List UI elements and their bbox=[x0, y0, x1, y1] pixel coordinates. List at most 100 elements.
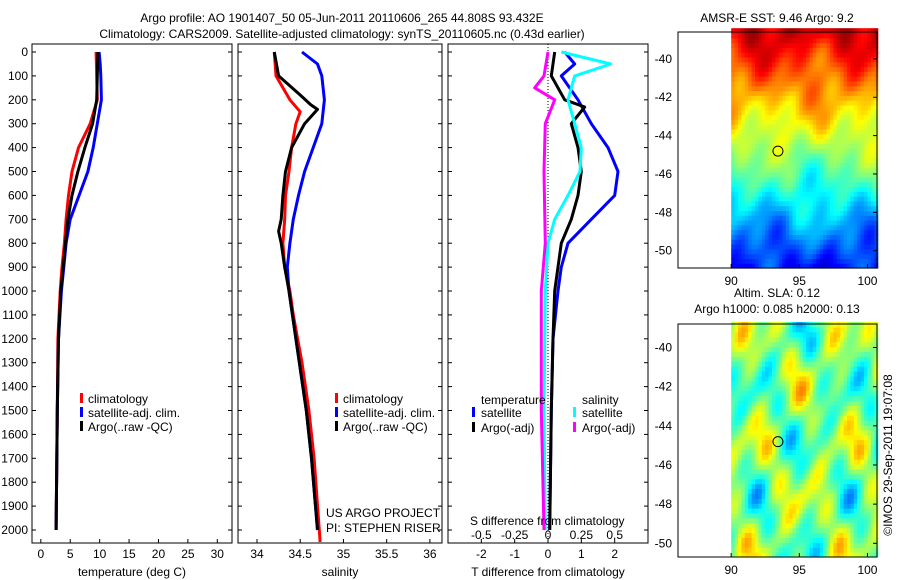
map-cell bbox=[789, 351, 794, 357]
map-cell bbox=[772, 322, 776, 328]
map-cell bbox=[830, 410, 834, 416]
map-cell bbox=[765, 341, 770, 348]
map-cell bbox=[812, 464, 817, 470]
map-cell bbox=[768, 415, 773, 421]
map-cell bbox=[830, 200, 834, 207]
map-cell bbox=[751, 244, 756, 250]
map-cell bbox=[833, 248, 838, 255]
map-cell bbox=[758, 239, 763, 245]
map-cell bbox=[734, 42, 739, 48]
map-cell bbox=[799, 371, 804, 377]
map-cell bbox=[802, 552, 807, 558]
map-cell bbox=[860, 143, 865, 149]
map-cell bbox=[867, 366, 872, 372]
map-cell bbox=[768, 205, 773, 211]
map-cell bbox=[789, 478, 794, 485]
map-cell bbox=[772, 100, 776, 106]
map-cell bbox=[741, 100, 746, 106]
y-tick-label: -40 bbox=[655, 340, 673, 354]
map-cell bbox=[792, 253, 797, 259]
map-cell bbox=[731, 449, 736, 455]
map-cell bbox=[853, 71, 858, 77]
map-cell bbox=[782, 157, 787, 164]
map-cell bbox=[850, 415, 855, 421]
map-cell bbox=[843, 498, 848, 504]
map-cell bbox=[857, 395, 862, 401]
map-cell bbox=[755, 371, 759, 377]
map-cell bbox=[799, 322, 804, 328]
map-cell bbox=[843, 186, 848, 192]
map-cell bbox=[765, 37, 770, 44]
map-cell bbox=[795, 80, 800, 87]
map-cell bbox=[823, 366, 828, 372]
map-cell bbox=[823, 371, 828, 377]
map-cell bbox=[826, 229, 831, 235]
map-cell bbox=[734, 410, 739, 416]
map-cell bbox=[741, 371, 746, 377]
map-cell bbox=[819, 498, 824, 504]
map-cell bbox=[775, 468, 780, 475]
map-cell bbox=[836, 341, 841, 348]
map-cell bbox=[850, 181, 855, 188]
map-cell bbox=[857, 473, 862, 480]
map-cell bbox=[840, 322, 845, 328]
map-cell bbox=[826, 172, 831, 178]
map-cell bbox=[857, 375, 862, 382]
map-cell bbox=[792, 322, 797, 328]
map-cell bbox=[806, 405, 811, 411]
map-cell bbox=[853, 215, 858, 221]
map-cell bbox=[789, 390, 794, 397]
map-cell bbox=[836, 95, 841, 101]
map-cell bbox=[802, 508, 807, 514]
map-cell bbox=[758, 181, 763, 188]
map-cell bbox=[782, 498, 787, 504]
map-cell bbox=[840, 449, 845, 455]
map-cell bbox=[823, 424, 828, 431]
map-cell bbox=[816, 380, 821, 387]
y-tick-label: 1700 bbox=[1, 451, 28, 465]
map-cell bbox=[751, 532, 756, 538]
map-cell bbox=[806, 371, 811, 377]
map-cell bbox=[847, 380, 851, 387]
map-cell bbox=[806, 181, 811, 188]
map-cell bbox=[761, 395, 766, 401]
map-cell bbox=[860, 234, 865, 240]
map-cell bbox=[823, 322, 828, 328]
map-frame bbox=[677, 323, 878, 558]
map-cell bbox=[809, 109, 814, 116]
map-cell bbox=[870, 527, 875, 534]
map-cell bbox=[782, 375, 787, 382]
map-cell bbox=[741, 224, 746, 231]
map-cell bbox=[789, 104, 794, 111]
map-cell bbox=[799, 124, 804, 130]
map-cell bbox=[819, 239, 824, 245]
map-cell bbox=[792, 37, 797, 44]
map-cell bbox=[812, 331, 817, 338]
map-cell bbox=[751, 253, 756, 259]
map-cell bbox=[761, 52, 766, 58]
map-cell bbox=[850, 186, 855, 192]
map-cell bbox=[751, 263, 756, 269]
map-cell bbox=[761, 498, 766, 504]
map-cell bbox=[850, 224, 855, 231]
map-cell bbox=[836, 186, 841, 192]
map-cell bbox=[806, 419, 811, 426]
map-cell bbox=[830, 508, 834, 514]
map-cell bbox=[802, 419, 807, 426]
legend-marker bbox=[335, 393, 338, 403]
map-cell bbox=[840, 224, 845, 231]
map-cell bbox=[738, 114, 742, 120]
map-cell bbox=[734, 478, 739, 485]
map-cell bbox=[864, 76, 869, 82]
map-cell bbox=[870, 181, 875, 188]
map-cell bbox=[775, 85, 780, 92]
map-cell bbox=[874, 85, 879, 92]
map-cell bbox=[843, 80, 848, 87]
map-cell bbox=[765, 109, 770, 116]
map-cell bbox=[744, 224, 749, 231]
map-cell bbox=[806, 454, 811, 460]
map-cell bbox=[826, 220, 831, 226]
map-cell bbox=[843, 119, 848, 125]
map-cell bbox=[870, 104, 875, 111]
map-cell bbox=[874, 229, 879, 235]
